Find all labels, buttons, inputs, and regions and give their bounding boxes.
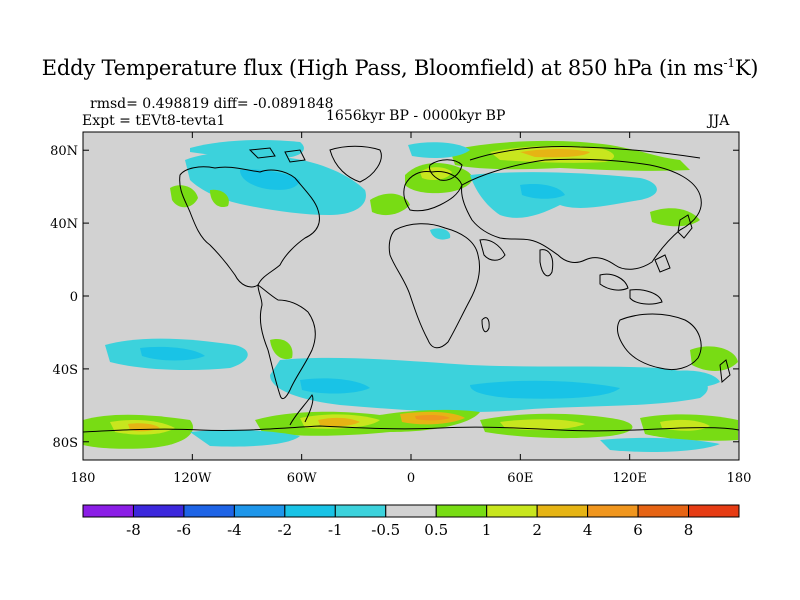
lat-tick-label: 40N (50, 217, 78, 232)
colorbar: -8 -6 -4 -2 -1 -0.5 0.5 1 2 4 6 8 (82, 504, 740, 539)
colorbar-label: -8 (126, 521, 141, 539)
colorbar-swatch (486, 504, 538, 518)
colorbar-label: 4 (583, 521, 593, 539)
lon-tick-label: 60W (287, 471, 318, 486)
colorbar-label: 6 (633, 521, 643, 539)
colorbar-label: -2 (278, 521, 293, 539)
colorbar-swatch (233, 504, 286, 518)
lat-tick-label: 80N (50, 144, 78, 159)
lon-tick-label: 120E (613, 471, 647, 486)
colorbar-swatch (284, 504, 336, 518)
colorbar-label: -0.5 (371, 521, 400, 539)
lat-tick-label: 0 (70, 290, 78, 305)
colorbar-label: -1 (328, 521, 343, 539)
colorbar-label: 1 (482, 521, 492, 539)
chart-title: Eddy Temperature flux (High Pass, Bloomf… (41, 56, 759, 80)
colorbar-swatch (334, 504, 387, 518)
colorbar-swatch (688, 504, 740, 518)
colorbar-swatch (587, 504, 639, 518)
colorbar-label: -6 (177, 521, 192, 539)
lon-tick-label: 0 (407, 471, 415, 486)
colorbar-swatch (132, 504, 185, 518)
colorbar-swatch (385, 504, 437, 518)
lat-tick-label: 80S (53, 436, 78, 451)
season-label: JJA (708, 113, 730, 129)
lon-tick-label: 180 (727, 471, 752, 486)
colorbar-label: 0.5 (424, 521, 448, 539)
colorbar-swatch (82, 504, 134, 518)
lat-tick-label: 40S (53, 363, 78, 378)
period-label: 1656kyr BP - 0000kyr BP (326, 108, 506, 124)
stats-line: rmsd= 0.498819 diff= -0.0891848 (90, 96, 334, 112)
colorbar-swatch (536, 504, 589, 518)
colorbar-swatch (435, 504, 488, 518)
anomaly-patches (83, 140, 738, 452)
colorbar-label: -4 (227, 521, 242, 539)
colorbar-swatch (183, 504, 235, 518)
lon-tick-label: 120W (173, 471, 212, 486)
experiment-label: Expt = tEVt8-tevta1 (82, 113, 226, 129)
colorbar-label: 2 (532, 521, 542, 539)
colorbar-swatch (637, 504, 690, 518)
longitude-ticks: 180 120W 60W 0 60E 120E 180 (71, 132, 752, 486)
lon-tick-label: 180 (71, 471, 96, 486)
latitude-ticks: 80N 40N 0 40S 80S (50, 144, 739, 451)
colorbar-label: 8 (684, 521, 694, 539)
coastlines (82, 145, 740, 433)
lon-tick-label: 60E (507, 471, 533, 486)
